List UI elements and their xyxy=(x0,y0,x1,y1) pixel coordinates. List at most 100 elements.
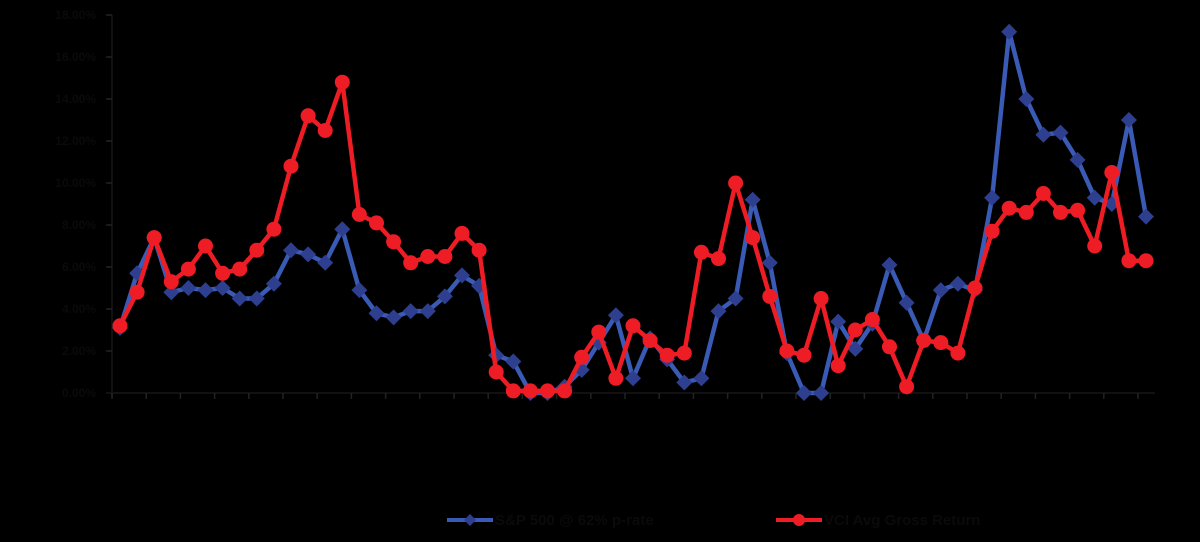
data-point-diamond xyxy=(898,294,915,311)
chart-legend: S&P 500 @ 62% p-rate VCI Avg Gross Retur… xyxy=(0,505,1200,535)
data-point-circle xyxy=(1070,202,1086,218)
data-point-circle xyxy=(180,261,196,277)
data-point-circle xyxy=(882,339,897,355)
data-point-diamond xyxy=(334,221,351,238)
data-point-circle xyxy=(112,318,128,334)
data-point-circle xyxy=(1053,204,1068,220)
data-point-circle xyxy=(522,383,538,399)
data-point-circle xyxy=(916,333,932,348)
x-axis xyxy=(106,392,1155,399)
data-point-diamond xyxy=(231,290,248,307)
data-point-circle xyxy=(899,379,915,395)
data-point-circle xyxy=(283,158,299,174)
data-point-circle xyxy=(249,242,265,258)
data-point-circle xyxy=(693,244,709,260)
data-point-diamond xyxy=(1052,124,1069,141)
data-point-diamond xyxy=(1001,23,1018,40)
legend-label-sp500: S&P 500 @ 62% p-rate xyxy=(495,511,654,529)
data-point-diamond xyxy=(1069,151,1086,168)
data-point-circle xyxy=(608,370,624,386)
data-point-diamond xyxy=(265,275,282,292)
data-point-circle xyxy=(728,175,744,191)
data-point-diamond xyxy=(180,280,197,296)
data-point-diamond xyxy=(881,256,898,273)
data-point-circle xyxy=(967,280,983,296)
data-point-diamond xyxy=(932,282,949,299)
data-point-diamond xyxy=(830,313,847,330)
data-point-circle xyxy=(779,343,795,359)
data-point-diamond xyxy=(248,290,265,307)
data-point-circle xyxy=(950,345,966,361)
data-point-diamond xyxy=(625,370,641,387)
data-point-circle xyxy=(984,223,1000,239)
data-point-diamond xyxy=(454,267,470,284)
data-point-circle xyxy=(813,291,829,306)
data-point-circle xyxy=(625,318,641,334)
data-point-diamond xyxy=(710,303,727,320)
legend-swatch-sp500 xyxy=(447,513,493,527)
data-point-circle xyxy=(540,383,555,399)
series-line xyxy=(117,29,1149,396)
legend-swatch-vci xyxy=(776,513,822,527)
data-point-circle xyxy=(659,347,675,363)
data-point-circle xyxy=(163,274,179,290)
y-tick-label: 18.00% xyxy=(55,8,96,22)
data-point-diamond xyxy=(402,303,419,320)
data-point-circle xyxy=(437,249,453,264)
data-point-diamond xyxy=(197,282,214,299)
data-point-diamond xyxy=(385,309,402,326)
data-point-diamond xyxy=(761,254,778,271)
data-point-circle xyxy=(471,242,487,258)
data-point-diamond xyxy=(214,280,231,296)
data-point-diamond xyxy=(317,254,334,271)
y-axis: 0.00% 2.00% 4.00% 6.00% 8.00% 10.00% 12.00% 14.… xyxy=(55,8,113,400)
data-point-circle xyxy=(334,74,350,90)
data-point-circle xyxy=(1035,186,1051,201)
data-point-circle xyxy=(796,347,812,363)
data-point-circle xyxy=(1087,238,1103,254)
data-point-circle xyxy=(317,123,333,138)
data-point-diamond xyxy=(1120,112,1137,128)
data-point-circle xyxy=(557,383,573,399)
data-point-diamond xyxy=(1086,189,1103,206)
data-point-circle xyxy=(591,324,607,340)
data-point-diamond xyxy=(1138,208,1154,225)
data-point-diamond xyxy=(984,189,1001,206)
data-point-diamond xyxy=(1018,91,1035,107)
data-point-circle xyxy=(574,349,590,365)
data-point-circle xyxy=(933,335,949,351)
data-point-circle xyxy=(642,333,658,348)
series-sp500 xyxy=(112,23,1154,401)
data-point-diamond xyxy=(163,284,180,301)
y-tick-label: 6.00% xyxy=(62,260,96,274)
legend-label-vci: VCI Avg Gross Return xyxy=(824,511,981,529)
legend-item-sp500: S&P 500 @ 62% p-rate xyxy=(447,505,654,535)
data-point-circle xyxy=(215,265,231,281)
line-chart: 0.00% 2.00% 4.00% 6.00% 8.00% 10.00% 12.00% 14.… xyxy=(55,8,1155,401)
data-point-circle xyxy=(830,358,846,374)
data-point-circle xyxy=(403,255,419,271)
data-point-diamond xyxy=(505,353,522,370)
data-point-diamond xyxy=(351,282,368,299)
data-point-circle xyxy=(351,207,367,222)
data-point-diamond xyxy=(368,305,385,322)
y-tick-label: 10.00% xyxy=(55,176,96,190)
data-point-circle xyxy=(1104,165,1120,180)
data-point-circle xyxy=(488,364,504,380)
data-point-diamond xyxy=(847,340,864,357)
data-point-diamond xyxy=(796,385,812,401)
data-point-circle xyxy=(1121,253,1137,269)
data-point-circle xyxy=(386,234,402,250)
data-point-diamond xyxy=(436,288,453,305)
y-tick-label: 14.00% xyxy=(55,92,96,106)
data-point-circle xyxy=(1001,200,1017,216)
data-point-circle xyxy=(300,108,316,124)
data-point-diamond xyxy=(676,374,693,391)
circle-marker-icon xyxy=(793,514,805,526)
data-point-circle xyxy=(847,322,863,338)
data-point-circle xyxy=(266,221,282,237)
data-point-diamond xyxy=(727,290,744,307)
data-point-circle xyxy=(420,249,436,264)
data-point-diamond xyxy=(693,370,710,387)
data-point-circle xyxy=(129,284,145,300)
